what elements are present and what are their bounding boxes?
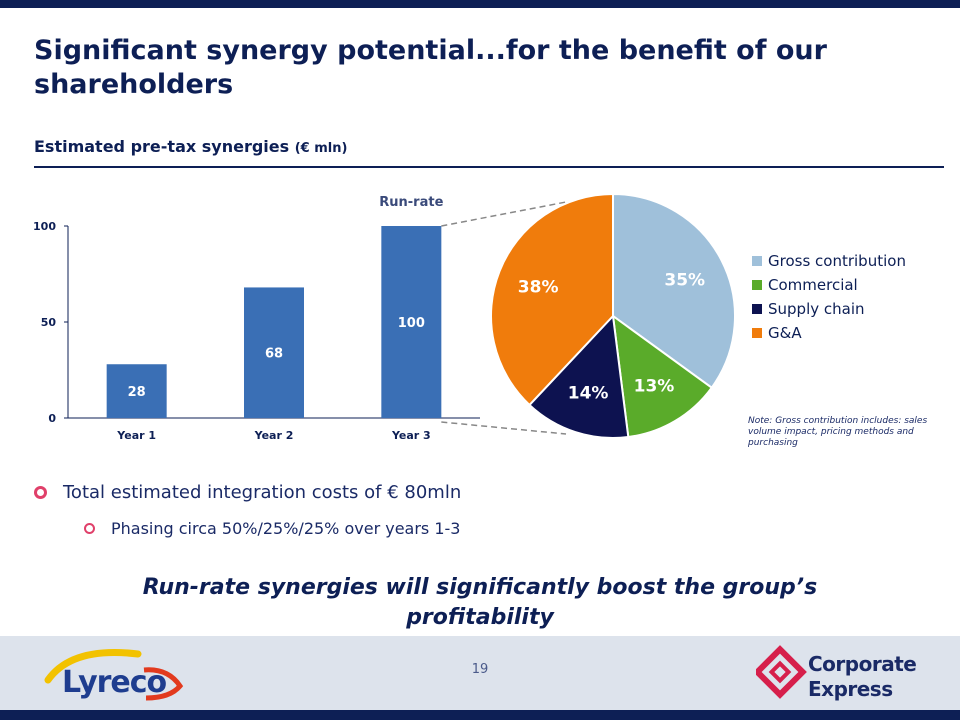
legend-swatch-4 xyxy=(752,328,762,338)
bullet-integration-costs: Total estimated integration costs of € 8… xyxy=(34,482,461,503)
bar-2 xyxy=(244,287,304,418)
pie-slice-4 xyxy=(490,192,614,407)
pie-slice-2 xyxy=(611,313,714,439)
bar-value-label-2: 68 xyxy=(265,347,283,362)
y-tick-label-50: 50 xyxy=(41,316,57,329)
conclusion-statement: Run-rate synergies will significantly bo… xyxy=(142,575,818,630)
bar-chart: 0 50 100 28 Year 1 68 Year 2 100 Year 3 Run-rate xyxy=(33,195,567,442)
pie-chart: 35% 13% 14% 38% xyxy=(490,192,736,439)
svg-text:Express: Express xyxy=(808,677,893,701)
connector-line-top xyxy=(441,201,567,227)
x-tick-label-2: Year 2 xyxy=(254,429,294,442)
legend-swatch-3 xyxy=(752,304,762,314)
chart-subtitle: Estimated pre-tax synergies (€ mln) xyxy=(34,137,347,156)
top-bar xyxy=(0,0,960,8)
legend-swatch-2 xyxy=(752,280,762,290)
footer: 19 Lyreco Corporate Express xyxy=(0,636,960,720)
bullet-text: Total estimated integration costs of € 8… xyxy=(63,482,462,503)
legend-swatch-1 xyxy=(752,256,762,266)
footer-bottom-bar xyxy=(0,710,960,720)
legend-label-1: Gross contribution xyxy=(768,252,906,270)
legend-label-2: Commercial xyxy=(768,276,858,294)
y-tick-label-100: 100 xyxy=(33,220,56,233)
bar-value-label-3: 100 xyxy=(398,316,425,331)
legend-label-4: G&A xyxy=(768,324,802,342)
corporate-express-logo: Corporate Express xyxy=(756,645,917,701)
bar-3 xyxy=(381,226,442,418)
subtitle-divider xyxy=(34,166,944,168)
x-tick-label-3: Year 3 xyxy=(391,429,431,442)
run-rate-label: Run-rate xyxy=(379,195,443,210)
bar-value-label-1: 28 xyxy=(128,385,146,400)
connector-line-bottom xyxy=(441,421,567,435)
page-number: 19 xyxy=(471,662,489,677)
pie-label-1: 35% xyxy=(664,270,705,290)
legend-label-3: Supply chain xyxy=(768,300,865,318)
sub-bullet-phasing: Phasing circa 50%/25%/25% over years 1-3 xyxy=(84,519,460,538)
bar-1 xyxy=(106,364,167,418)
pie-label-4: 38% xyxy=(518,277,559,297)
subtitle-unit: (€ mln) xyxy=(294,141,348,156)
bullet-icon xyxy=(34,486,47,499)
slide-title: Significant synergy potential...for the … xyxy=(34,35,827,100)
pie-legend: Gross contribution Commercial Supply chain… xyxy=(752,252,906,342)
bullet-text: Phasing circa 50%/25%/25% over years 1-3 xyxy=(111,519,461,538)
pie-slice-1 xyxy=(612,192,736,390)
subtitle-text: Estimated pre-tax synergies xyxy=(34,137,290,156)
pie-slice-3 xyxy=(528,313,630,439)
svg-text:Corporate: Corporate xyxy=(808,652,916,676)
pie-label-2: 13% xyxy=(634,376,675,396)
pie-label-3: 14% xyxy=(568,384,609,404)
bullet-icon xyxy=(84,523,95,534)
y-tick-label-0: 0 xyxy=(48,412,56,425)
lyreco-logo: Lyreco xyxy=(44,648,184,701)
x-tick-label-1: Year 1 xyxy=(116,429,156,442)
footnote: Note: Gross contribution includes: sales… xyxy=(748,416,928,448)
